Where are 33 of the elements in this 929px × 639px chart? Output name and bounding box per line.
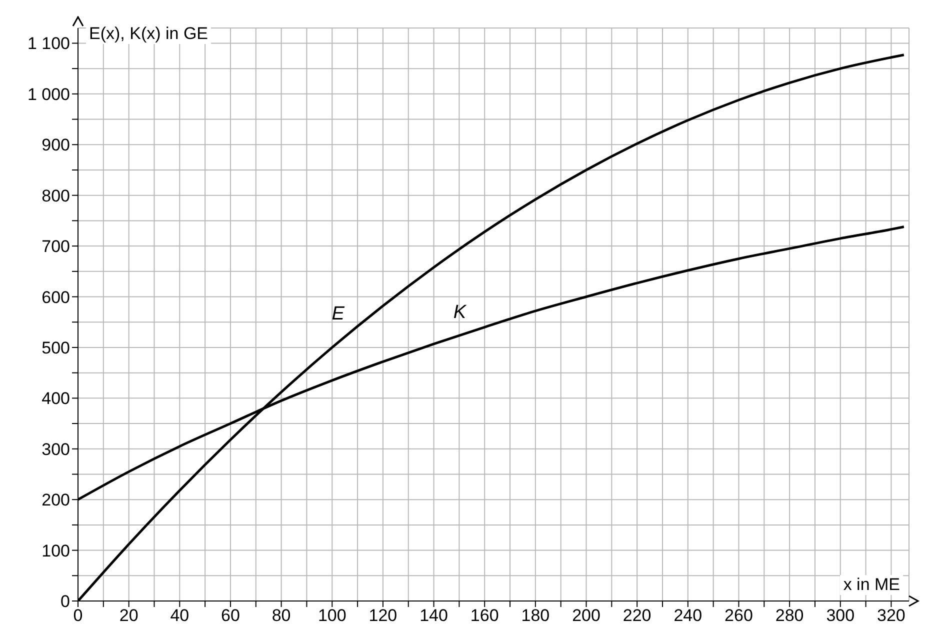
- y-tick-label: 800: [42, 186, 70, 206]
- x-tick-label: 0: [73, 606, 83, 626]
- y-tick-label: 300: [42, 440, 70, 459]
- x-tick-label: 160: [470, 606, 499, 626]
- y-tick-label: 600: [42, 288, 70, 307]
- x-tick-label: 180: [521, 606, 550, 626]
- y-tick-label: 900: [42, 136, 70, 155]
- x-tick-label: 20: [119, 606, 138, 626]
- y-tick-label: 400: [42, 389, 70, 408]
- y-tick-label: 100: [42, 541, 70, 560]
- x-tick-label: 40: [170, 606, 190, 626]
- y-tick-label: 0: [60, 592, 70, 612]
- series-label: K: [453, 302, 468, 323]
- x-tick-label: 240: [674, 606, 702, 626]
- x-tick-label: 100: [318, 606, 346, 626]
- series-label: E: [332, 303, 345, 324]
- x-tick-label: 120: [368, 606, 398, 626]
- x-tick-label: 320: [877, 606, 906, 626]
- x-tick-label: 140: [420, 606, 448, 626]
- y-tick-label: 1 000: [27, 84, 70, 104]
- x-tick-label: 80: [272, 606, 291, 626]
- x-axis-title: x in ME: [840, 575, 903, 595]
- x-tick-label: 260: [724, 606, 753, 626]
- y-tick-label: 700: [42, 237, 70, 256]
- x-tick-label: 60: [221, 606, 240, 626]
- x-tick-label: 300: [826, 606, 855, 626]
- y-tick-label: 200: [42, 490, 70, 510]
- x-tick-label: 220: [622, 606, 652, 626]
- y-tick-label: 500: [42, 338, 70, 358]
- y-axis-title: E(x), K(x) in GE: [86, 24, 212, 44]
- x-tick-label: 200: [572, 606, 600, 626]
- y-tick-label: 1 100: [27, 34, 70, 54]
- x-tick-label: 280: [775, 606, 804, 626]
